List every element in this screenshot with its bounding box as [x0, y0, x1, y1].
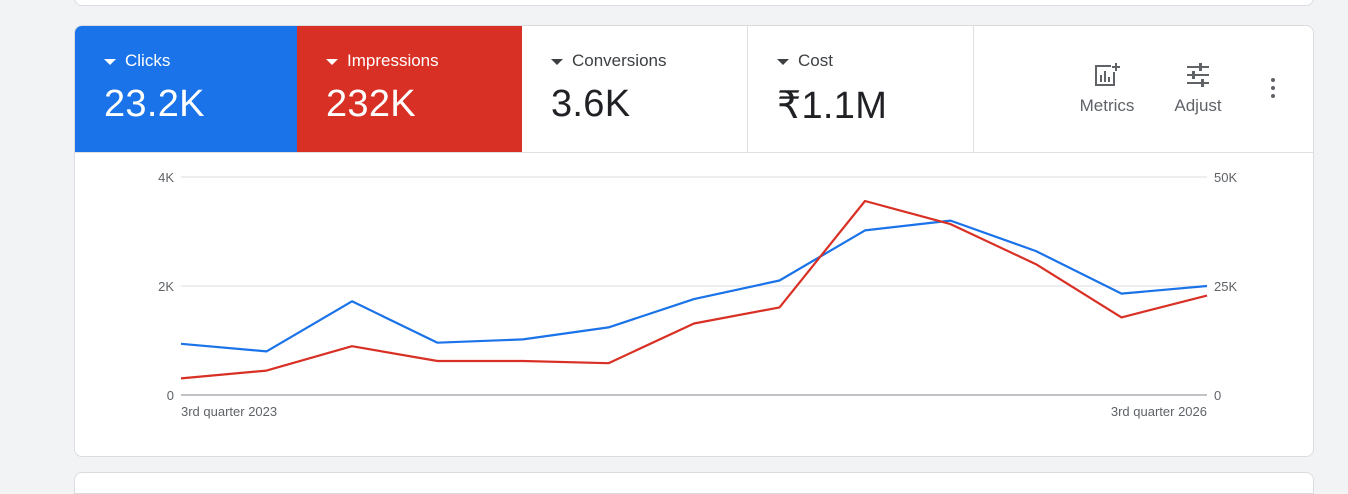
metric-label: Cost [798, 51, 833, 70]
next-card-edge [74, 472, 1314, 494]
metric-label: Clicks [125, 51, 171, 70]
metric-value: ₹1.1M [777, 85, 888, 127]
metric-tile-cost[interactable]: Cost ₹1.1M [748, 26, 974, 152]
metric-tile-conversions[interactable]: Conversions 3.6K [522, 26, 748, 152]
metrics-label: Metrics [1079, 96, 1135, 115]
caret-down-icon [326, 58, 338, 65]
metrics-button[interactable]: Metrics [1073, 62, 1141, 116]
right-axis-tick-label: 25K [1214, 279, 1237, 294]
metric-label: Conversions [572, 51, 667, 70]
metric-tiles: Clicks 23.2K Impressions 232K Conversion… [75, 26, 1313, 153]
metric-value: 232K [326, 83, 416, 125]
series-line-impressions [180, 199, 1208, 380]
caret-down-icon [551, 58, 563, 65]
adjust-label: Adjust [1174, 96, 1222, 115]
adjust-button[interactable]: Adjust [1167, 62, 1229, 116]
right-axis-tick-label: 0 [1214, 388, 1221, 403]
metric-value: 23.2K [104, 83, 205, 125]
more-options-button[interactable] [1261, 78, 1285, 102]
add-chart-icon [1095, 62, 1121, 86]
previous-card-edge [74, 0, 1314, 6]
right-axis-tick-label: 50K [1214, 170, 1237, 185]
x-axis-tick-label: 3rd quarter 2026 [1111, 404, 1207, 419]
metric-value: 3.6K [551, 83, 631, 125]
metric-label: Impressions [347, 51, 439, 70]
series-line-clicks [180, 219, 1208, 353]
metric-tile-clicks[interactable]: Clicks 23.2K [75, 26, 297, 152]
left-axis-tick-label: 2K [158, 279, 174, 294]
tune-icon [1187, 63, 1209, 87]
metric-tile-impressions[interactable]: Impressions 232K [297, 26, 522, 152]
more-vert-icon [1271, 78, 1275, 82]
caret-down-icon [777, 58, 789, 65]
x-axis-tick-label: 3rd quarter 2023 [181, 404, 277, 419]
performance-chart: 0 0 2K 25K 4K 50K 3rd quarter 2023 3rd quarter … [158, 170, 1237, 419]
performance-card: Clicks 23.2K Impressions 232K Conversion… [74, 25, 1314, 457]
left-axis-tick-label: 0 [167, 388, 174, 403]
caret-down-icon [104, 58, 116, 65]
left-axis-tick-label: 4K [158, 170, 174, 185]
